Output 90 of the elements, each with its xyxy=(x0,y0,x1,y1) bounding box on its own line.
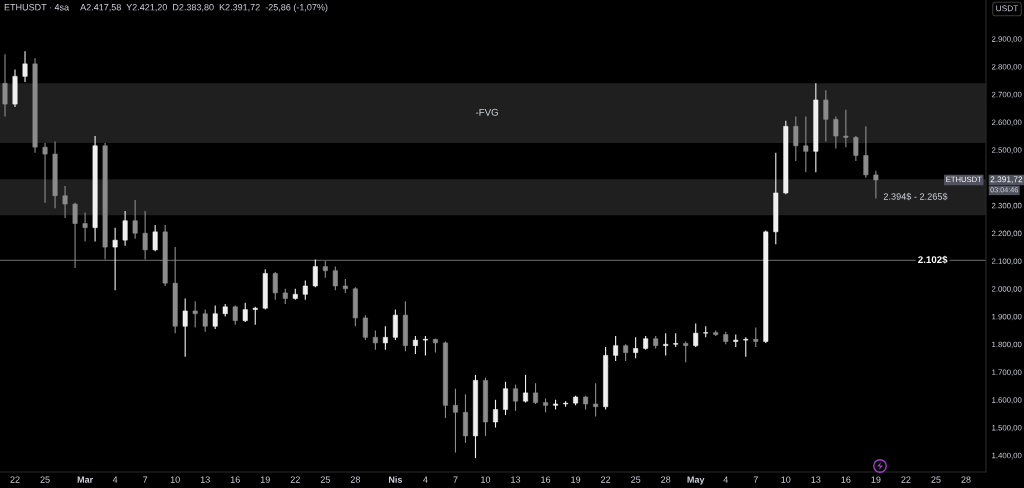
candlestick xyxy=(823,89,829,143)
candlestick xyxy=(142,210,148,261)
band-label: 2.394$ - 2.265$ xyxy=(883,192,948,201)
candlestick xyxy=(663,332,669,356)
candlestick xyxy=(873,170,879,200)
candlestick xyxy=(633,336,639,359)
candlestick xyxy=(503,381,508,416)
x-tick-label: 16 xyxy=(841,476,851,483)
candlestick xyxy=(232,304,238,326)
x-tick-label: 25 xyxy=(320,476,330,483)
candlestick xyxy=(202,309,208,333)
x-tick-label: 22 xyxy=(10,476,20,483)
x-tick-label: 4 xyxy=(423,476,428,483)
candlestick xyxy=(833,116,839,150)
candlestick xyxy=(242,302,248,323)
x-tick-label: May xyxy=(687,476,705,485)
x-tick-label: 28 xyxy=(350,476,360,483)
candlestick xyxy=(793,116,799,162)
x-tick-label: 10 xyxy=(781,476,791,483)
x-tick-label: 28 xyxy=(661,476,671,483)
candlestick xyxy=(462,393,468,444)
candlestick xyxy=(182,297,188,358)
candlestick xyxy=(392,309,398,341)
band-label: -FVG xyxy=(475,108,498,116)
candlestick xyxy=(863,125,869,179)
x-tick-label: 25 xyxy=(631,476,641,483)
x-tick-label: 10 xyxy=(481,476,491,483)
x-tick-label: 16 xyxy=(230,476,240,483)
candlestick xyxy=(803,116,809,173)
candlestick xyxy=(252,306,258,326)
candlestick xyxy=(72,202,78,269)
candlestick xyxy=(82,211,88,243)
candlestick xyxy=(422,335,428,356)
candlestick xyxy=(523,374,529,404)
candlestick xyxy=(2,53,8,118)
chart-title: ETHUSDT · 4sa xyxy=(4,4,70,11)
text: 2.391,72 xyxy=(990,176,1023,184)
candlestick xyxy=(853,135,859,162)
x-tick-label: 19 xyxy=(871,476,881,483)
x-tick-label: 13 xyxy=(200,476,210,483)
candlestick xyxy=(452,388,458,454)
candlestick xyxy=(412,335,418,355)
candlestick xyxy=(372,329,378,351)
candlestick xyxy=(112,227,118,291)
x-tick-label: Nis xyxy=(388,476,403,483)
candlestick xyxy=(272,271,278,301)
candlestick xyxy=(362,314,368,341)
candlestick xyxy=(843,109,849,148)
x-tick-label: 10 xyxy=(170,476,180,483)
x-tick-label: 25 xyxy=(931,476,941,483)
candlestick xyxy=(312,259,318,288)
candlestick xyxy=(62,185,68,219)
candlestick xyxy=(743,336,749,358)
x-tick-label: 7 xyxy=(143,476,148,483)
ref-line-label: 2.102$ xyxy=(918,255,948,264)
x-tick-label: 13 xyxy=(811,476,821,483)
x-tick-label: 22 xyxy=(901,476,911,483)
x-tick-label: 28 xyxy=(961,476,971,483)
candlestick xyxy=(683,340,689,363)
x-tick-label: 13 xyxy=(511,476,521,483)
x-tick-label: 16 xyxy=(541,476,551,483)
candlestick xyxy=(332,265,338,291)
chart-subtitle: A2.417,58 Y2.421,20 D2.383,80 K2.391,72 -25,86 (-1,07%) xyxy=(80,3,328,13)
x-tick-label: 22 xyxy=(601,476,611,483)
x-tick-label: Mar xyxy=(77,476,93,483)
candlestick xyxy=(753,327,759,348)
candlestick xyxy=(152,224,158,252)
x-tick-label: 4 xyxy=(112,476,118,483)
candlestick xyxy=(593,382,599,418)
candlestick xyxy=(382,325,388,351)
candlestick xyxy=(192,300,198,329)
x-tick-label: 25 xyxy=(40,476,50,483)
x-tick-label: 7 xyxy=(453,476,458,483)
x-tick-label: 19 xyxy=(571,476,581,483)
candlestick xyxy=(302,279,308,301)
candlestick xyxy=(132,199,138,240)
candlestick xyxy=(693,322,699,348)
candlestick xyxy=(493,399,498,429)
candlestick xyxy=(513,383,519,412)
candlestick xyxy=(212,304,218,330)
candlestick xyxy=(122,210,128,247)
candlestick xyxy=(533,382,539,405)
candlestick xyxy=(42,142,48,204)
x-tick-label: 7 xyxy=(753,476,758,483)
x-tick-label: 19 xyxy=(260,476,270,483)
x-tick-label: 4 xyxy=(723,476,728,483)
candlestick xyxy=(613,335,619,362)
text: USDT xyxy=(996,5,1019,12)
candlestick xyxy=(22,50,28,83)
x-tick-label: 22 xyxy=(290,476,300,483)
